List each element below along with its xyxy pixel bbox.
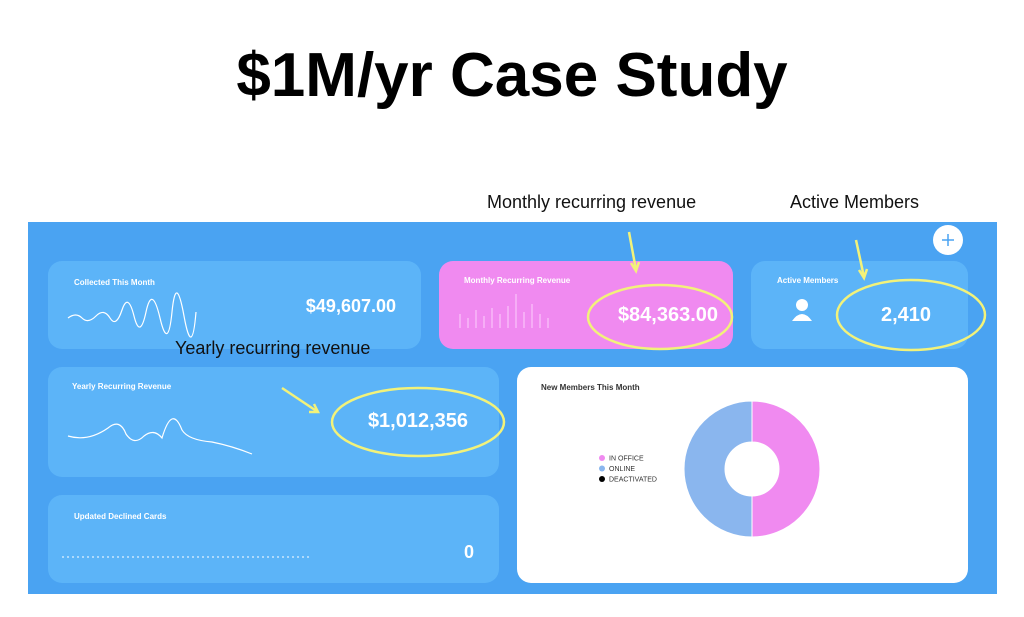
- chart-title: New Members This Month: [541, 383, 640, 392]
- card-label: Active Members: [777, 276, 839, 285]
- sparkline: [67, 292, 197, 338]
- card-value: $84,363.00: [618, 304, 718, 326]
- user-icon: [796, 299, 808, 311]
- annotation: Active Members: [790, 192, 919, 212]
- user-icon: [792, 314, 812, 321]
- bar-sparkline: [459, 294, 549, 328]
- card-value: $49,607.00: [306, 296, 396, 316]
- donut-chart: IN OFFICE ONLINE DEACTIVATED: [599, 400, 821, 538]
- legend-label: DEACTIVATED: [609, 477, 657, 484]
- card-label: Yearly Recurring Revenue: [72, 382, 172, 391]
- page-title: $1M/yr Case Study: [236, 41, 788, 110]
- legend-label: ONLINE: [609, 466, 635, 473]
- plus-icon: [942, 234, 954, 246]
- donut-slice: [683, 400, 753, 538]
- legend-dot: [599, 455, 605, 461]
- donut-slice: [751, 400, 821, 538]
- sparkline: [67, 418, 253, 455]
- card: [48, 495, 499, 583]
- card-value: 0: [464, 542, 474, 562]
- card-label: Collected This Month: [74, 278, 155, 287]
- card-label: Monthly Recurring Revenue: [464, 276, 571, 285]
- annotation: Monthly recurring revenue: [487, 192, 696, 212]
- card: [439, 261, 733, 349]
- card-value: 2,410: [881, 304, 931, 326]
- chart-card: [517, 367, 968, 583]
- card-label: Updated Declined Cards: [74, 512, 167, 521]
- legend-dot: [599, 465, 605, 472]
- annotation-marks: [281, 231, 987, 458]
- card: [751, 261, 968, 349]
- legend-dot: [599, 476, 605, 482]
- card: [48, 261, 421, 349]
- card: [48, 367, 499, 477]
- legend-label: IN OFFICE: [609, 456, 644, 463]
- card-value: $1,012,356: [368, 410, 468, 432]
- annotation: Yearly recurring revenue: [175, 338, 370, 358]
